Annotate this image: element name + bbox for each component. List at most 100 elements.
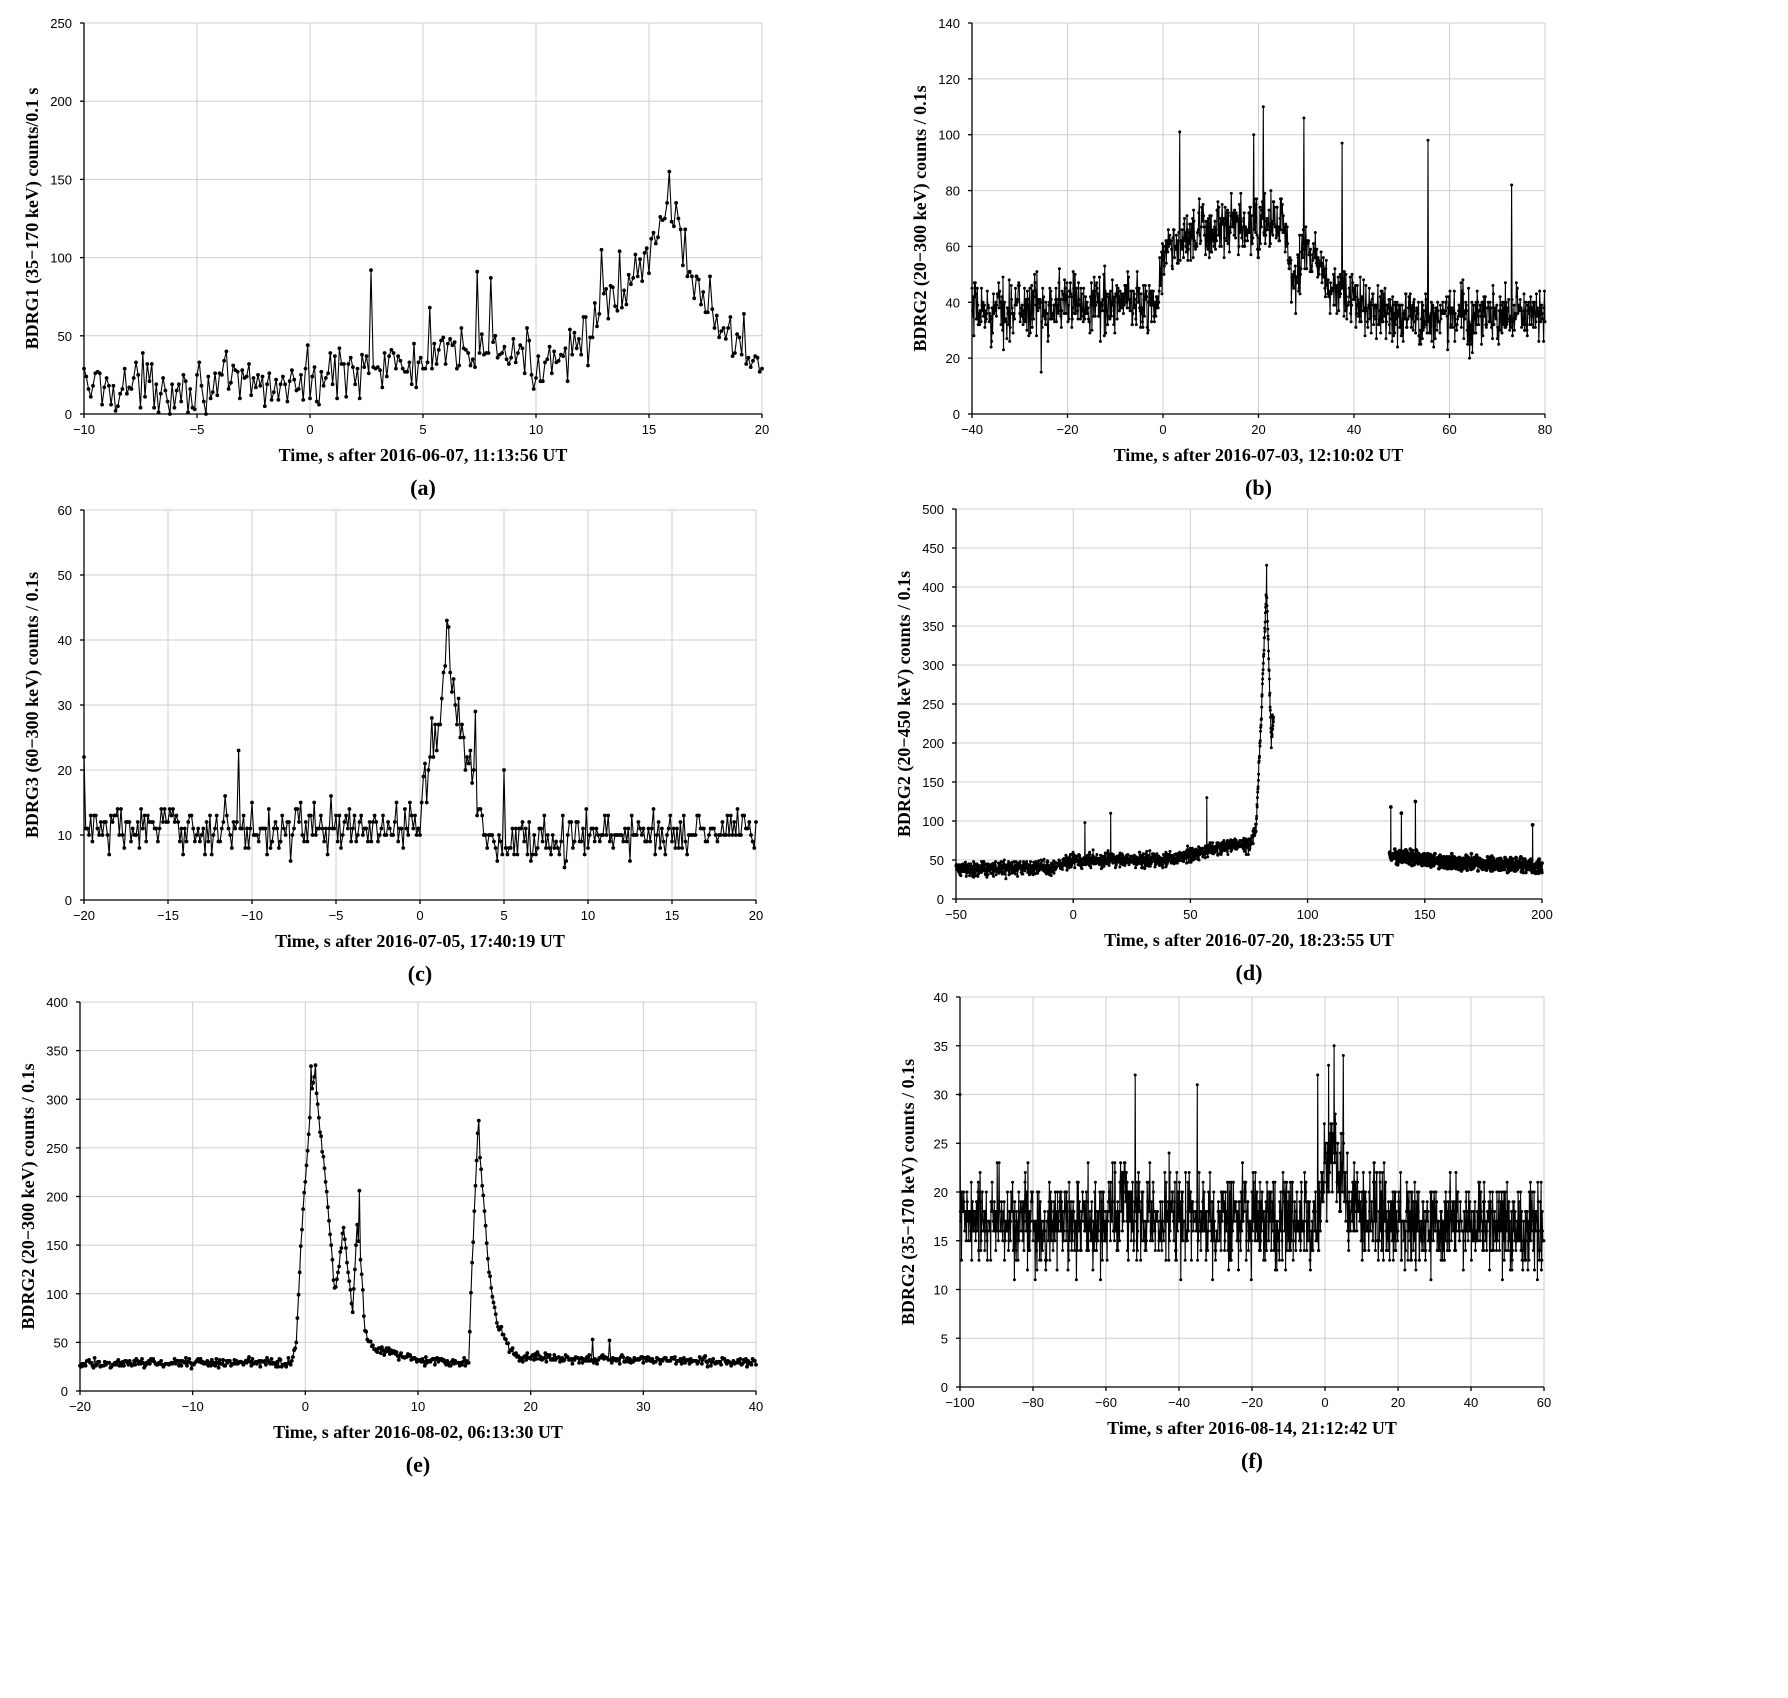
data-point xyxy=(1098,863,1101,867)
y-tick-label: 50 xyxy=(58,329,72,344)
x-tick-label: −20 xyxy=(1056,422,1078,437)
chart-e: −20 −10 0 10 20 30 40050100150200250300350400T… xyxy=(18,995,763,1477)
data-point xyxy=(1048,286,1052,290)
data-point xyxy=(1118,865,1122,869)
data-point xyxy=(1384,337,1388,341)
data-point xyxy=(1362,278,1366,282)
data-point xyxy=(1127,863,1131,867)
data-point xyxy=(1239,191,1243,195)
data-point xyxy=(169,813,174,818)
data-point xyxy=(1422,325,1426,329)
data-point xyxy=(1022,309,1026,313)
data-point xyxy=(1521,870,1526,875)
data-point xyxy=(1006,1190,1009,1194)
data-point xyxy=(463,768,468,772)
data-point xyxy=(1319,264,1323,268)
data-point xyxy=(1364,284,1368,287)
data-point xyxy=(1388,298,1392,301)
data-point xyxy=(273,820,278,824)
data-point xyxy=(1094,284,1098,287)
x-tick-label: 0 xyxy=(306,422,313,437)
data-point xyxy=(271,826,276,831)
data-point xyxy=(976,1180,980,1184)
data-point xyxy=(1368,317,1372,321)
data-point xyxy=(1301,256,1305,260)
data-point xyxy=(1131,289,1135,293)
data-point xyxy=(380,1345,384,1350)
data-point xyxy=(185,1363,189,1368)
data-point xyxy=(1195,848,1199,852)
y-tick-label: 300 xyxy=(922,658,944,673)
data-point xyxy=(1271,233,1275,237)
data-point xyxy=(1465,328,1469,332)
data-point xyxy=(1018,860,1022,864)
data-point xyxy=(651,230,656,235)
data-point xyxy=(385,1349,390,1353)
data-point xyxy=(1459,325,1463,329)
data-point xyxy=(1284,222,1288,226)
x-tick-label: 100 xyxy=(1297,907,1319,922)
data-point xyxy=(1055,320,1058,324)
data-point xyxy=(1027,334,1031,338)
data-point xyxy=(1267,657,1271,661)
data-point xyxy=(1258,247,1261,251)
data-point xyxy=(990,339,994,343)
data-point xyxy=(1266,637,1270,641)
data-point xyxy=(1185,214,1189,218)
data-point xyxy=(1389,306,1393,310)
data-point xyxy=(658,215,663,219)
data-point xyxy=(338,1250,343,1254)
data-point xyxy=(1005,1229,1009,1233)
data-point xyxy=(304,1163,309,1168)
data-point xyxy=(1158,256,1162,260)
data-point xyxy=(1214,228,1218,232)
data-point xyxy=(1518,309,1522,313)
data-point xyxy=(685,274,690,279)
data-point xyxy=(973,281,977,285)
data-point xyxy=(1476,869,1480,873)
data-point xyxy=(1307,253,1311,257)
data-point xyxy=(650,1357,655,1361)
data-point xyxy=(1392,334,1396,338)
y-tick-label: 120 xyxy=(938,72,960,87)
data-point xyxy=(1396,309,1400,313)
data-point xyxy=(482,1209,487,1213)
data-point xyxy=(1498,295,1502,299)
data-point xyxy=(1189,258,1193,262)
data-point xyxy=(303,366,308,371)
data-point xyxy=(1065,864,1069,868)
data-point xyxy=(718,1359,722,1364)
data-point xyxy=(693,833,698,837)
data-point xyxy=(516,351,520,355)
data-point xyxy=(1176,261,1180,265)
data-point xyxy=(221,820,226,824)
data-point xyxy=(1375,303,1379,307)
data-point xyxy=(971,314,975,318)
data-point xyxy=(1246,228,1250,232)
data-point xyxy=(1265,563,1269,567)
data-point xyxy=(1461,278,1465,282)
data-point xyxy=(1118,289,1122,293)
data-point xyxy=(275,1359,280,1364)
data-point xyxy=(1418,339,1422,343)
data-point xyxy=(1218,222,1222,226)
data-point xyxy=(1458,306,1462,310)
data-point xyxy=(206,839,211,844)
data-point xyxy=(1000,295,1004,299)
data-point xyxy=(997,306,1001,310)
data-point xyxy=(1122,295,1126,299)
data-point xyxy=(191,826,196,831)
data-point xyxy=(1040,320,1044,324)
data-point xyxy=(1253,219,1257,223)
data-point xyxy=(999,300,1003,304)
data-point xyxy=(1083,317,1087,321)
data-point xyxy=(1303,242,1307,246)
data-point xyxy=(321,383,326,388)
data-point xyxy=(1512,328,1516,332)
data-point xyxy=(969,862,973,866)
data-point xyxy=(590,335,595,340)
data-point xyxy=(1212,239,1216,243)
data-point xyxy=(324,1189,329,1194)
data-point xyxy=(1003,300,1006,304)
data-point xyxy=(506,1341,510,1346)
